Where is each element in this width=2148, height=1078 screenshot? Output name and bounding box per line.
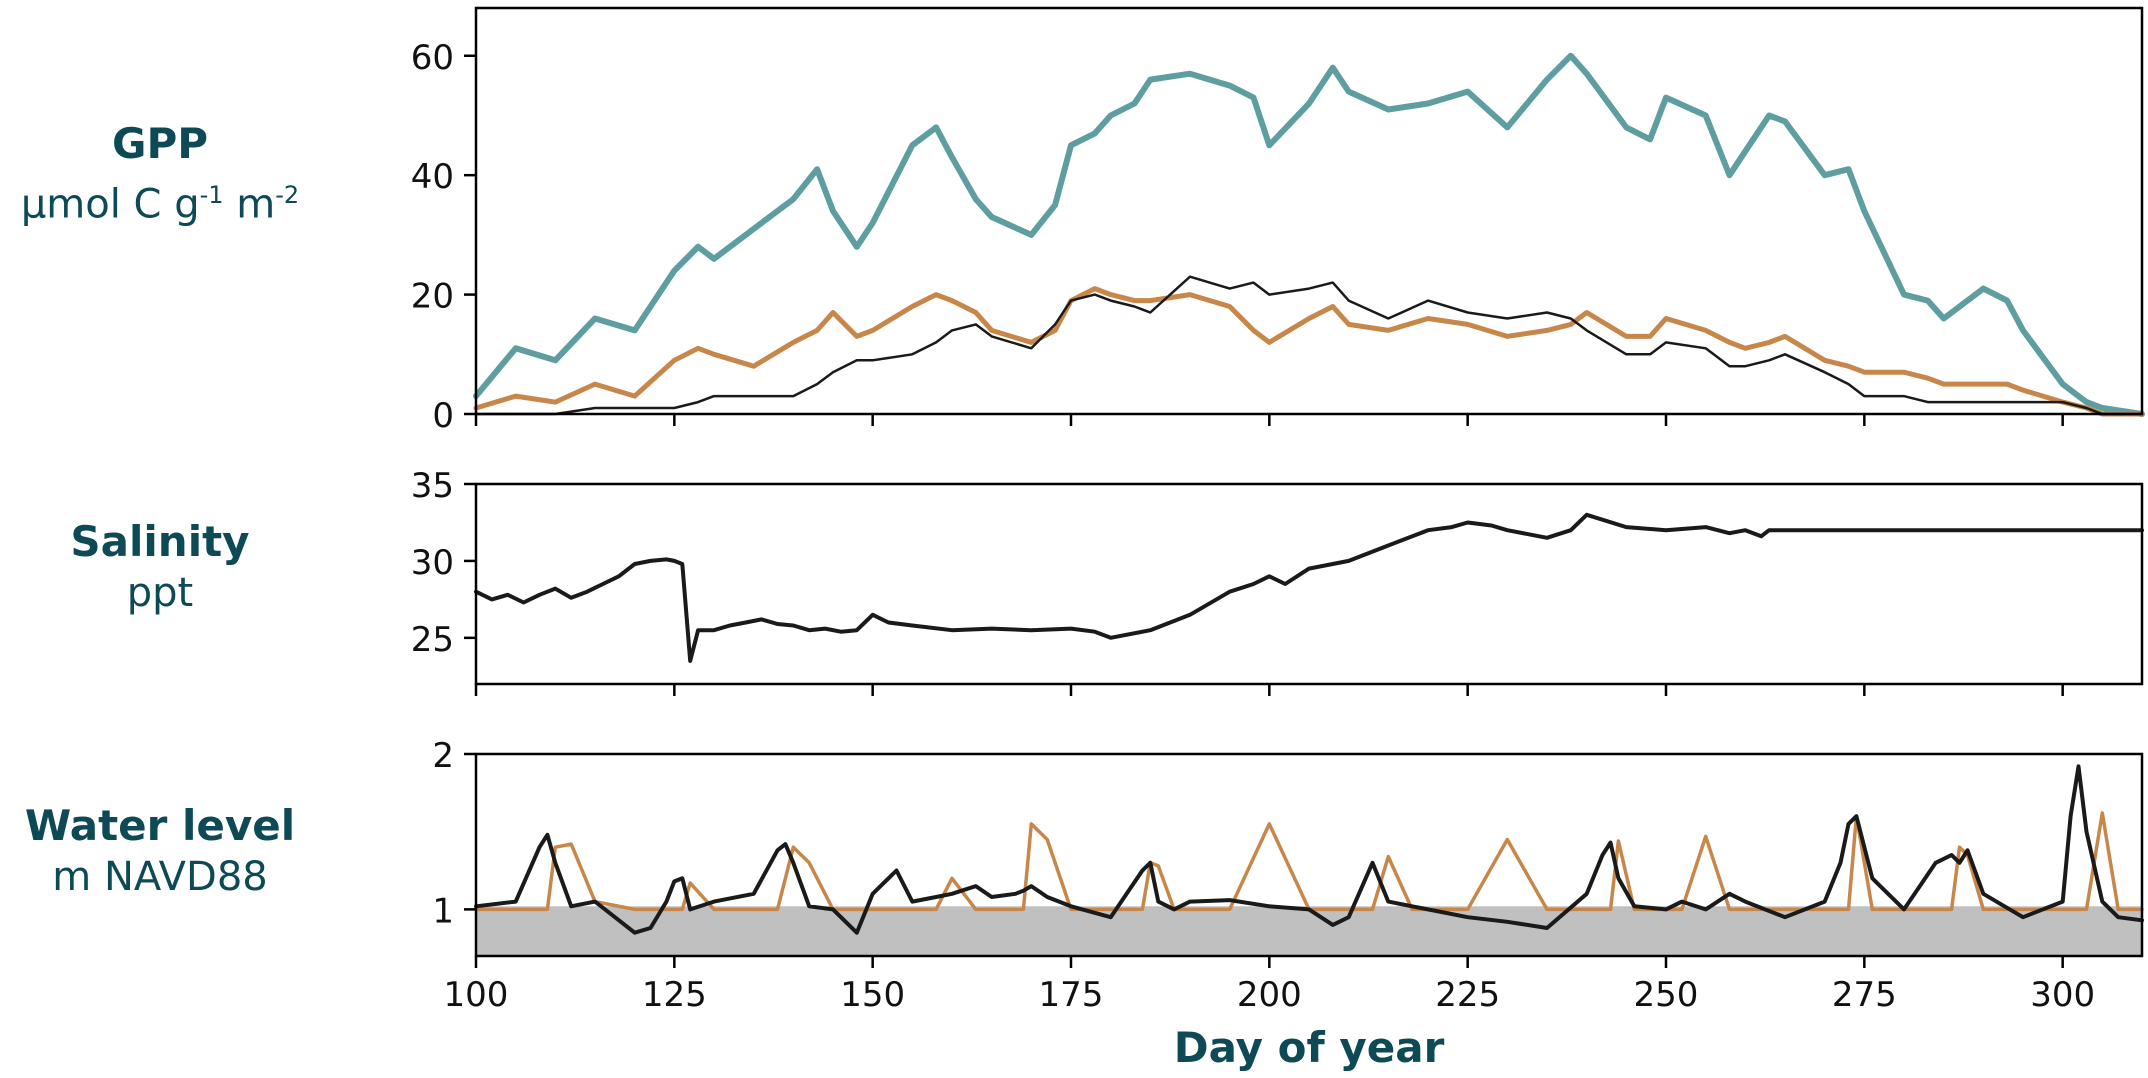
x-tick-label: 100 <box>444 975 509 1015</box>
x-tick-label: 225 <box>1435 975 1500 1015</box>
below-threshold-shading <box>476 906 2142 956</box>
gpp-panel: 0 20 40 60 <box>411 6 2145 436</box>
water-level-axes-frame <box>474 752 2144 958</box>
salinity-panel: 25 30 35 <box>411 466 2144 696</box>
y-tick-label: 60 <box>411 38 454 78</box>
gpp-series-line-1 <box>473 52 2145 417</box>
y-tick-label: 40 <box>411 157 454 197</box>
y-tick-label: 35 <box>411 466 454 506</box>
y-tick-label: 0 <box>432 396 454 436</box>
water-level-unit: m NAVD88 <box>52 854 268 900</box>
y-tick-label: 30 <box>411 543 454 583</box>
x-tick-label: 250 <box>1634 975 1699 1015</box>
water-level-title: Water level <box>24 801 296 850</box>
salinity-unit: ppt <box>126 570 194 616</box>
water-level-panel: 1 2 100 125 150 175 200 225 250 275 300 <box>432 736 2144 1015</box>
gpp-series-line-2 <box>473 286 2145 417</box>
y-tick-label: 2 <box>432 736 454 776</box>
x-tick-label: 175 <box>1039 975 1104 1015</box>
salinity-series-line-1 <box>474 512 2144 663</box>
y-tick-label: 25 <box>411 620 454 660</box>
gpp-title: GPP <box>111 119 209 168</box>
x-axis-label: Day of year <box>1173 1023 1445 1072</box>
x-tick-label: 275 <box>1832 975 1897 1015</box>
salinity-label: Salinity ppt <box>0 516 320 618</box>
salinity-axes-frame <box>474 482 2144 686</box>
gpp-label: GPP µmol C g-1 m-2 <box>0 118 320 229</box>
x-tick-label: 200 <box>1237 975 1302 1015</box>
water-level-series-line-1 <box>474 811 2144 912</box>
water-level-series-line-2 <box>474 764 2144 935</box>
gpp-series-line-3 <box>474 275 2144 416</box>
x-tick-label: 125 <box>642 975 707 1015</box>
x-tick-label: 150 <box>840 975 905 1015</box>
gpp-axes-frame <box>474 6 2144 416</box>
salinity-title: Salinity <box>70 517 250 566</box>
y-tick-label: 20 <box>411 277 454 317</box>
y-tick-label: 1 <box>432 891 454 931</box>
x-tick-label: 300 <box>2030 975 2095 1015</box>
water-level-label: Water level m NAVD88 <box>0 800 320 902</box>
gpp-unit: µmol C g-1 m-2 <box>20 181 300 228</box>
